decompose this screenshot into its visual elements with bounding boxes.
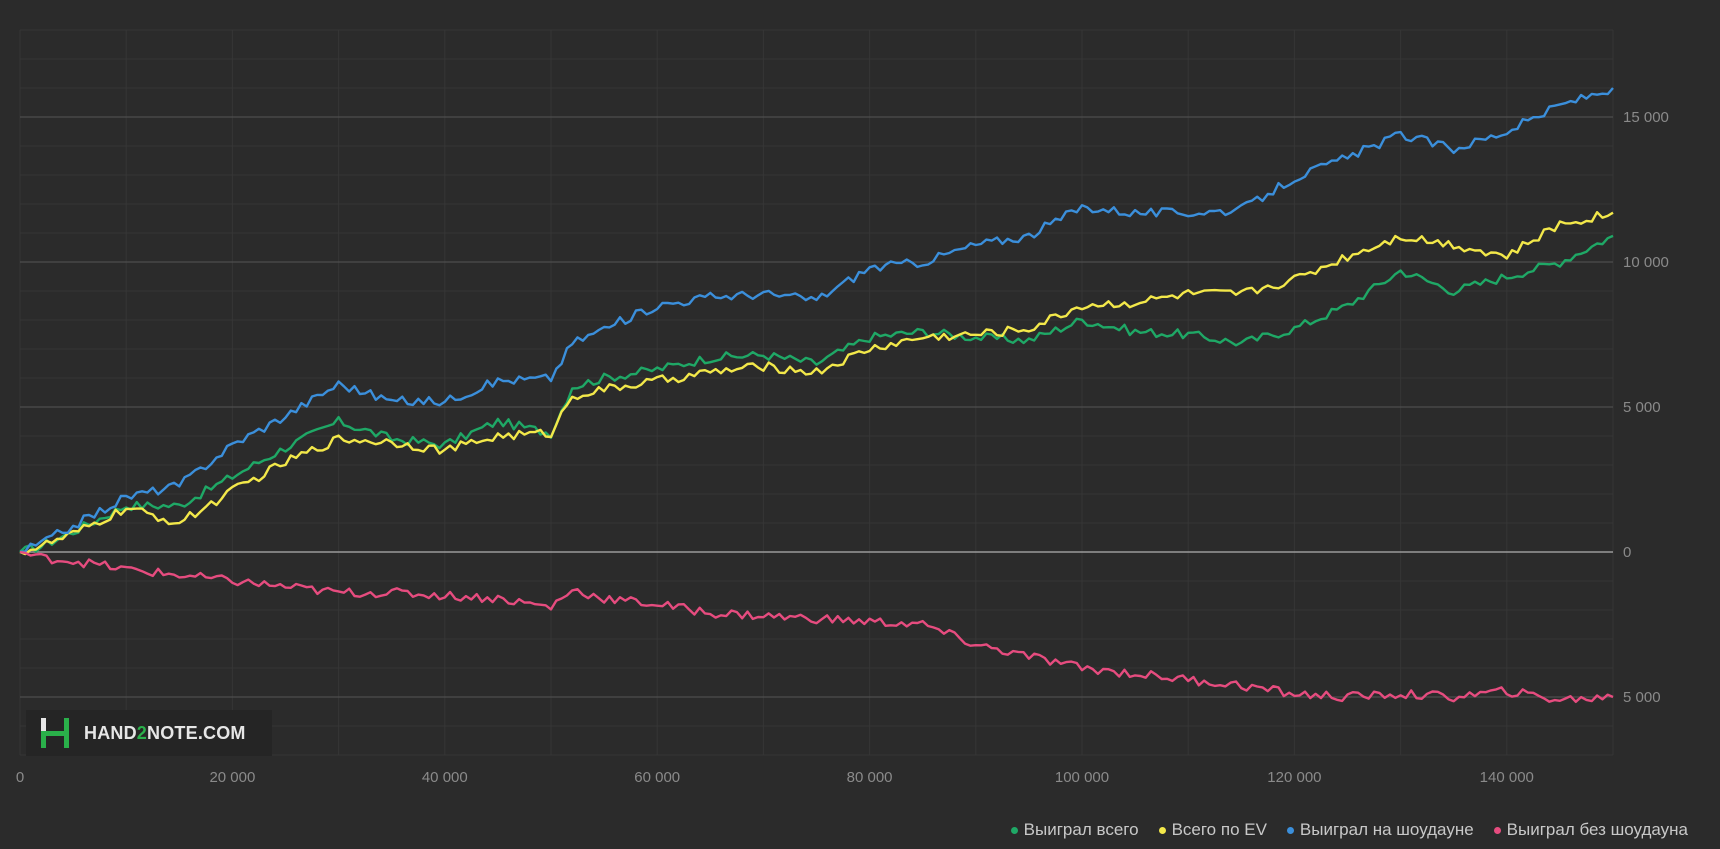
x-tick-label: 120 000 bbox=[1267, 769, 1321, 786]
legend-marker bbox=[1493, 826, 1501, 834]
y-tick-label: 15 000 bbox=[1623, 109, 1669, 126]
legend-item[interactable]: Выиграл на шоудауне bbox=[1286, 820, 1474, 840]
legend-marker bbox=[1158, 826, 1166, 834]
legend-label: Выиграл всего bbox=[1023, 820, 1139, 839]
series-line-1 bbox=[19, 211, 1614, 556]
legend-label: Выиграл без шоудауна bbox=[1506, 820, 1688, 839]
series-line-0 bbox=[19, 234, 1614, 553]
legend-label: Выиграл на шоудауне bbox=[1299, 820, 1474, 839]
series-group bbox=[19, 87, 1614, 703]
grid bbox=[19, 29, 1614, 756]
x-tick-label: 0 bbox=[16, 769, 24, 786]
x-tick-label: 140 000 bbox=[1480, 769, 1534, 786]
x-tick-label: 40 000 bbox=[422, 769, 468, 786]
legend-marker bbox=[1010, 826, 1018, 834]
line-chart: 15 000 10 000 5 000 0 5 000 0 20 000 40 000 60 0… bbox=[16, 29, 1669, 786]
legend-item[interactable]: Выиграл без шоудауна bbox=[1493, 820, 1688, 840]
x-tick-label: 20 000 bbox=[209, 769, 255, 786]
x-tick-label: 80 000 bbox=[847, 769, 893, 786]
axes: 15 000 10 000 5 000 0 5 000 0 20 000 40 000 60 0… bbox=[16, 109, 1669, 786]
hand2note-logo: HAND2NOTE.COM bbox=[26, 710, 272, 756]
legend-item[interactable]: Выиграл всего bbox=[1010, 820, 1139, 840]
legend-label: Всего по EV bbox=[1171, 820, 1267, 839]
y-tick-label: 10 000 bbox=[1623, 254, 1669, 271]
logo-text: HAND2NOTE.COM bbox=[84, 722, 246, 743]
x-tick-label: 100 000 bbox=[1055, 769, 1109, 786]
y-tick-label: 5 000 bbox=[1623, 689, 1661, 706]
legend-marker bbox=[1286, 826, 1294, 834]
series-line-2 bbox=[19, 87, 1614, 554]
chart-legend: Выиграл всего Всего по EV Выиграл на шоуда… bbox=[1010, 820, 1688, 840]
series-line-3 bbox=[19, 550, 1614, 703]
legend-item[interactable]: Всего по EV bbox=[1158, 820, 1267, 840]
y-tick-label: 0 bbox=[1623, 544, 1631, 561]
y-tick-label: 5 000 bbox=[1623, 399, 1661, 416]
x-tick-label: 60 000 bbox=[634, 769, 680, 786]
hand2note-logo-icon bbox=[41, 718, 69, 748]
